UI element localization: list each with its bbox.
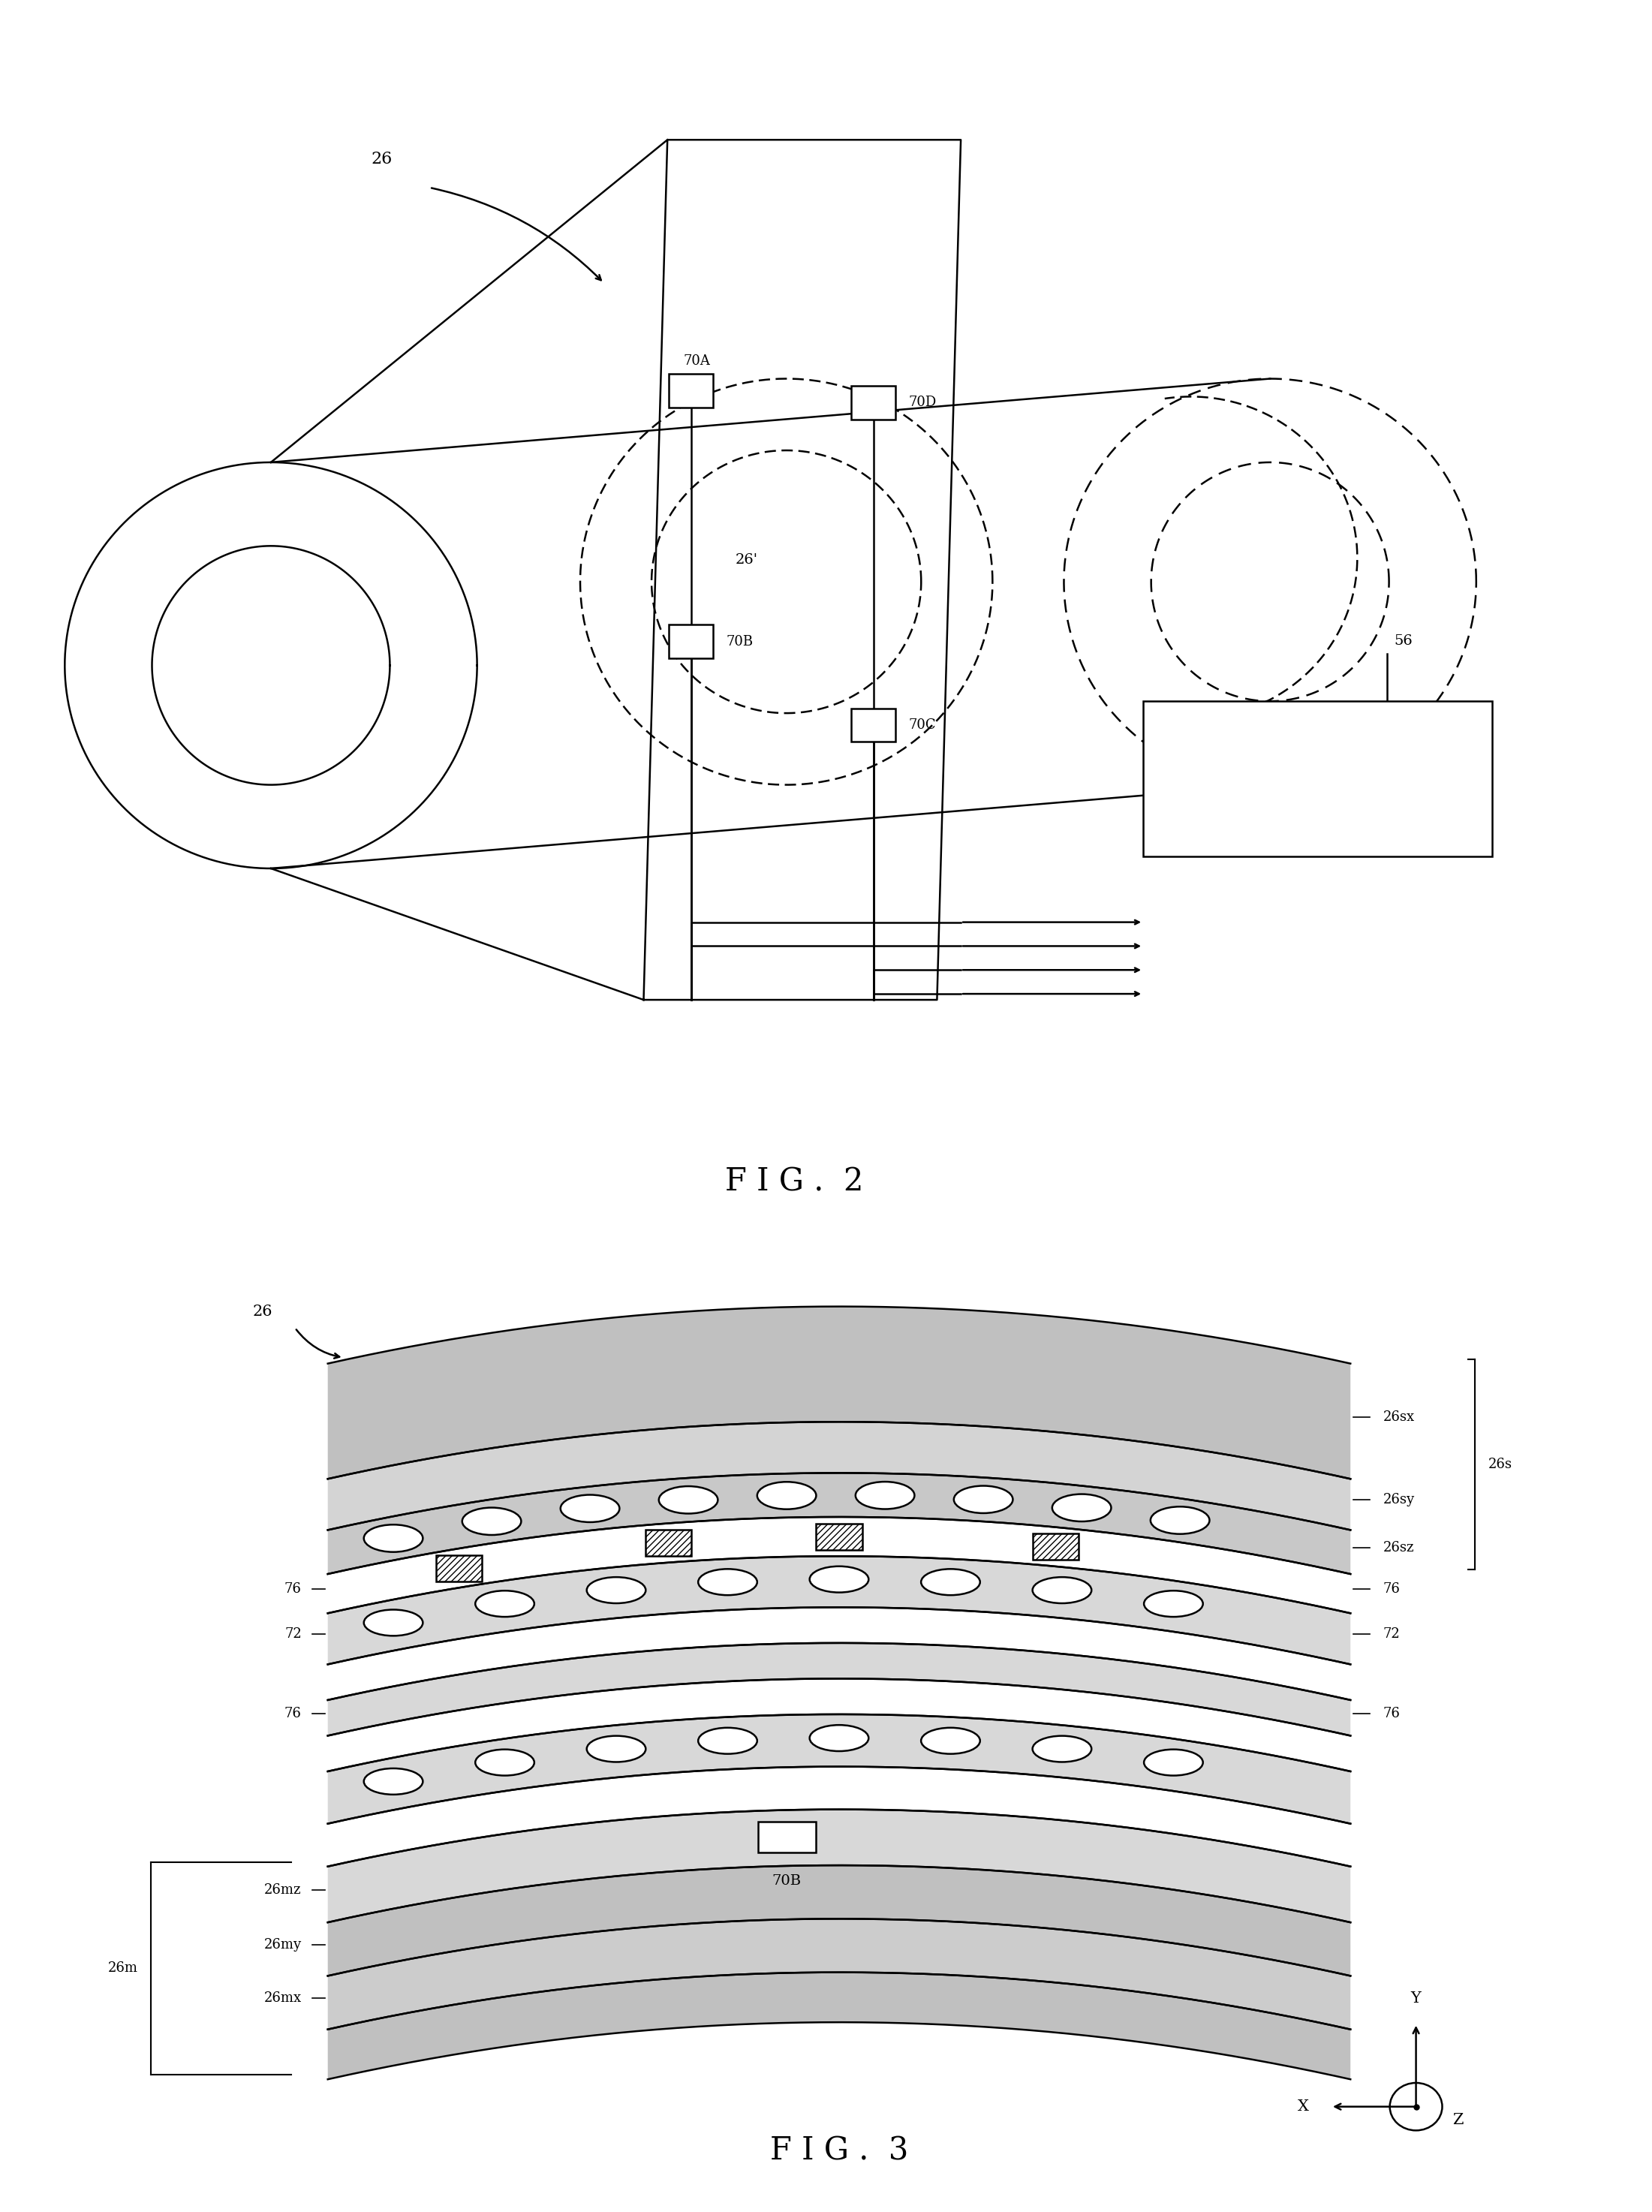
Text: 26my: 26my (264, 1938, 302, 1951)
Ellipse shape (659, 1486, 719, 1513)
Bar (1032, 1533, 1079, 1559)
Ellipse shape (1052, 1493, 1112, 1522)
Text: Y: Y (1411, 1991, 1421, 2006)
Text: 70A: 70A (684, 354, 710, 367)
Polygon shape (327, 1644, 1350, 1736)
Polygon shape (327, 1473, 1350, 1575)
Text: 26mx: 26mx (264, 1991, 302, 2004)
Bar (1143, 701, 1492, 856)
Text: 26: 26 (372, 150, 393, 168)
Bar (669, 374, 714, 407)
Text: 76: 76 (1383, 1582, 1401, 1595)
Ellipse shape (699, 1728, 757, 1754)
Text: 70B: 70B (727, 635, 753, 648)
Polygon shape (327, 1557, 1350, 1663)
Polygon shape (327, 1809, 1350, 1922)
Ellipse shape (463, 1509, 520, 1535)
Text: 70D: 70D (909, 396, 937, 409)
Text: 70C: 70C (909, 719, 937, 732)
Ellipse shape (476, 1750, 534, 1776)
Ellipse shape (1032, 1577, 1092, 1604)
Bar (436, 1555, 482, 1582)
Ellipse shape (699, 1568, 757, 1595)
Text: 26sx: 26sx (1383, 1409, 1414, 1425)
Ellipse shape (363, 1524, 423, 1553)
Text: 26m: 26m (107, 1962, 137, 1975)
Ellipse shape (809, 1566, 869, 1593)
Bar (851, 708, 895, 741)
Ellipse shape (953, 1486, 1013, 1513)
Ellipse shape (586, 1736, 646, 1763)
Ellipse shape (1143, 1590, 1203, 1617)
Text: 26sy: 26sy (1383, 1493, 1414, 1506)
Text: F I G .  3: F I G . 3 (770, 2135, 909, 2168)
Text: 26mz: 26mz (264, 1882, 302, 1896)
Text: Z: Z (1452, 2112, 1464, 2128)
Ellipse shape (586, 1577, 646, 1604)
Polygon shape (327, 1918, 1350, 2028)
Ellipse shape (1150, 1506, 1209, 1533)
Polygon shape (327, 1973, 1350, 2079)
Polygon shape (327, 1679, 1350, 1772)
Text: 72: 72 (1383, 1628, 1401, 1641)
Text: 26: 26 (253, 1305, 273, 1318)
Text: SEQUENCE
CONTROLLER: SEQUENCE CONTROLLER (1267, 763, 1368, 794)
Ellipse shape (1143, 1750, 1203, 1776)
Text: 70B: 70B (771, 1874, 801, 1887)
Polygon shape (327, 1422, 1350, 1531)
Ellipse shape (363, 1610, 423, 1637)
Ellipse shape (560, 1495, 620, 1522)
Polygon shape (327, 1767, 1350, 1867)
Polygon shape (327, 1608, 1350, 1701)
Ellipse shape (922, 1728, 980, 1754)
Ellipse shape (922, 1568, 980, 1595)
Polygon shape (327, 1714, 1350, 1823)
Bar (851, 385, 895, 420)
Bar (758, 1823, 816, 1854)
Ellipse shape (809, 1725, 869, 1752)
Ellipse shape (856, 1482, 915, 1509)
Ellipse shape (476, 1590, 534, 1617)
Text: 76: 76 (1383, 1708, 1401, 1721)
Text: 76: 76 (284, 1708, 302, 1721)
Text: 26s: 26s (1488, 1458, 1512, 1471)
Text: X: X (1297, 2099, 1308, 2115)
Text: 76: 76 (284, 1582, 302, 1595)
Bar (646, 1531, 692, 1555)
Text: F I G .  2: F I G . 2 (725, 1166, 864, 1197)
Ellipse shape (363, 1767, 423, 1794)
Polygon shape (327, 1517, 1350, 1613)
Text: 72: 72 (284, 1628, 302, 1641)
Bar (816, 1524, 862, 1551)
Bar (669, 624, 714, 659)
Text: 26sz: 26sz (1383, 1542, 1414, 1555)
Text: 26': 26' (735, 553, 758, 566)
Ellipse shape (1032, 1736, 1092, 1763)
Ellipse shape (757, 1482, 816, 1509)
Text: 56: 56 (1394, 635, 1412, 648)
Polygon shape (327, 1307, 1350, 1480)
Polygon shape (327, 1865, 1350, 1975)
